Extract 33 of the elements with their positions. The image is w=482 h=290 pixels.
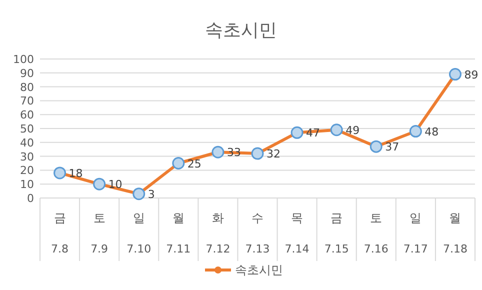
y-tick-label: 90 [20, 66, 34, 80]
y-tick-label: 0 [27, 192, 34, 205]
category-label: 화 7.12 [206, 211, 230, 256]
category-label: 수 7.13 [245, 211, 270, 256]
data-label: 3 [148, 188, 155, 201]
category-label: 금 7.8 [51, 211, 69, 256]
data-label: 89 [464, 68, 478, 82]
y-tick-label: 80 [20, 80, 34, 94]
category-label: 일 7.17 [403, 211, 428, 256]
category-label: 금 7.15 [324, 211, 349, 256]
y-tick-label: 100 [13, 53, 34, 66]
y-tick-label: 70 [20, 94, 34, 108]
data-label: 25 [187, 157, 202, 170]
y-tick-label: 60 [20, 108, 34, 122]
data-label: 33 [226, 146, 241, 160]
data-label: 32 [266, 148, 280, 161]
category-label: 토 7.9 [90, 211, 108, 256]
data-label: 18 [68, 166, 83, 180]
y-tick-label: 50 [20, 122, 34, 136]
legend-label: 속초시민 [235, 263, 283, 277]
data-label: 48 [424, 125, 439, 138]
category-label: 목 7.14 [284, 211, 310, 256]
category-label: 일 7.10 [126, 211, 152, 256]
y-tick-label: 40 [20, 136, 34, 150]
data-label: 49 [346, 124, 360, 137]
y-tick-label: 30 [20, 150, 34, 164]
y-tick-label: 20 [20, 164, 34, 178]
chart-title: 속초시민 [205, 20, 277, 41]
data-label: 37 [385, 140, 400, 154]
y-tick-label: 10 [20, 178, 34, 192]
category-label: 토 7.16 [364, 211, 388, 256]
category-label: 월 7.18 [442, 211, 468, 256]
category-label: 월 7.11 [166, 211, 191, 256]
